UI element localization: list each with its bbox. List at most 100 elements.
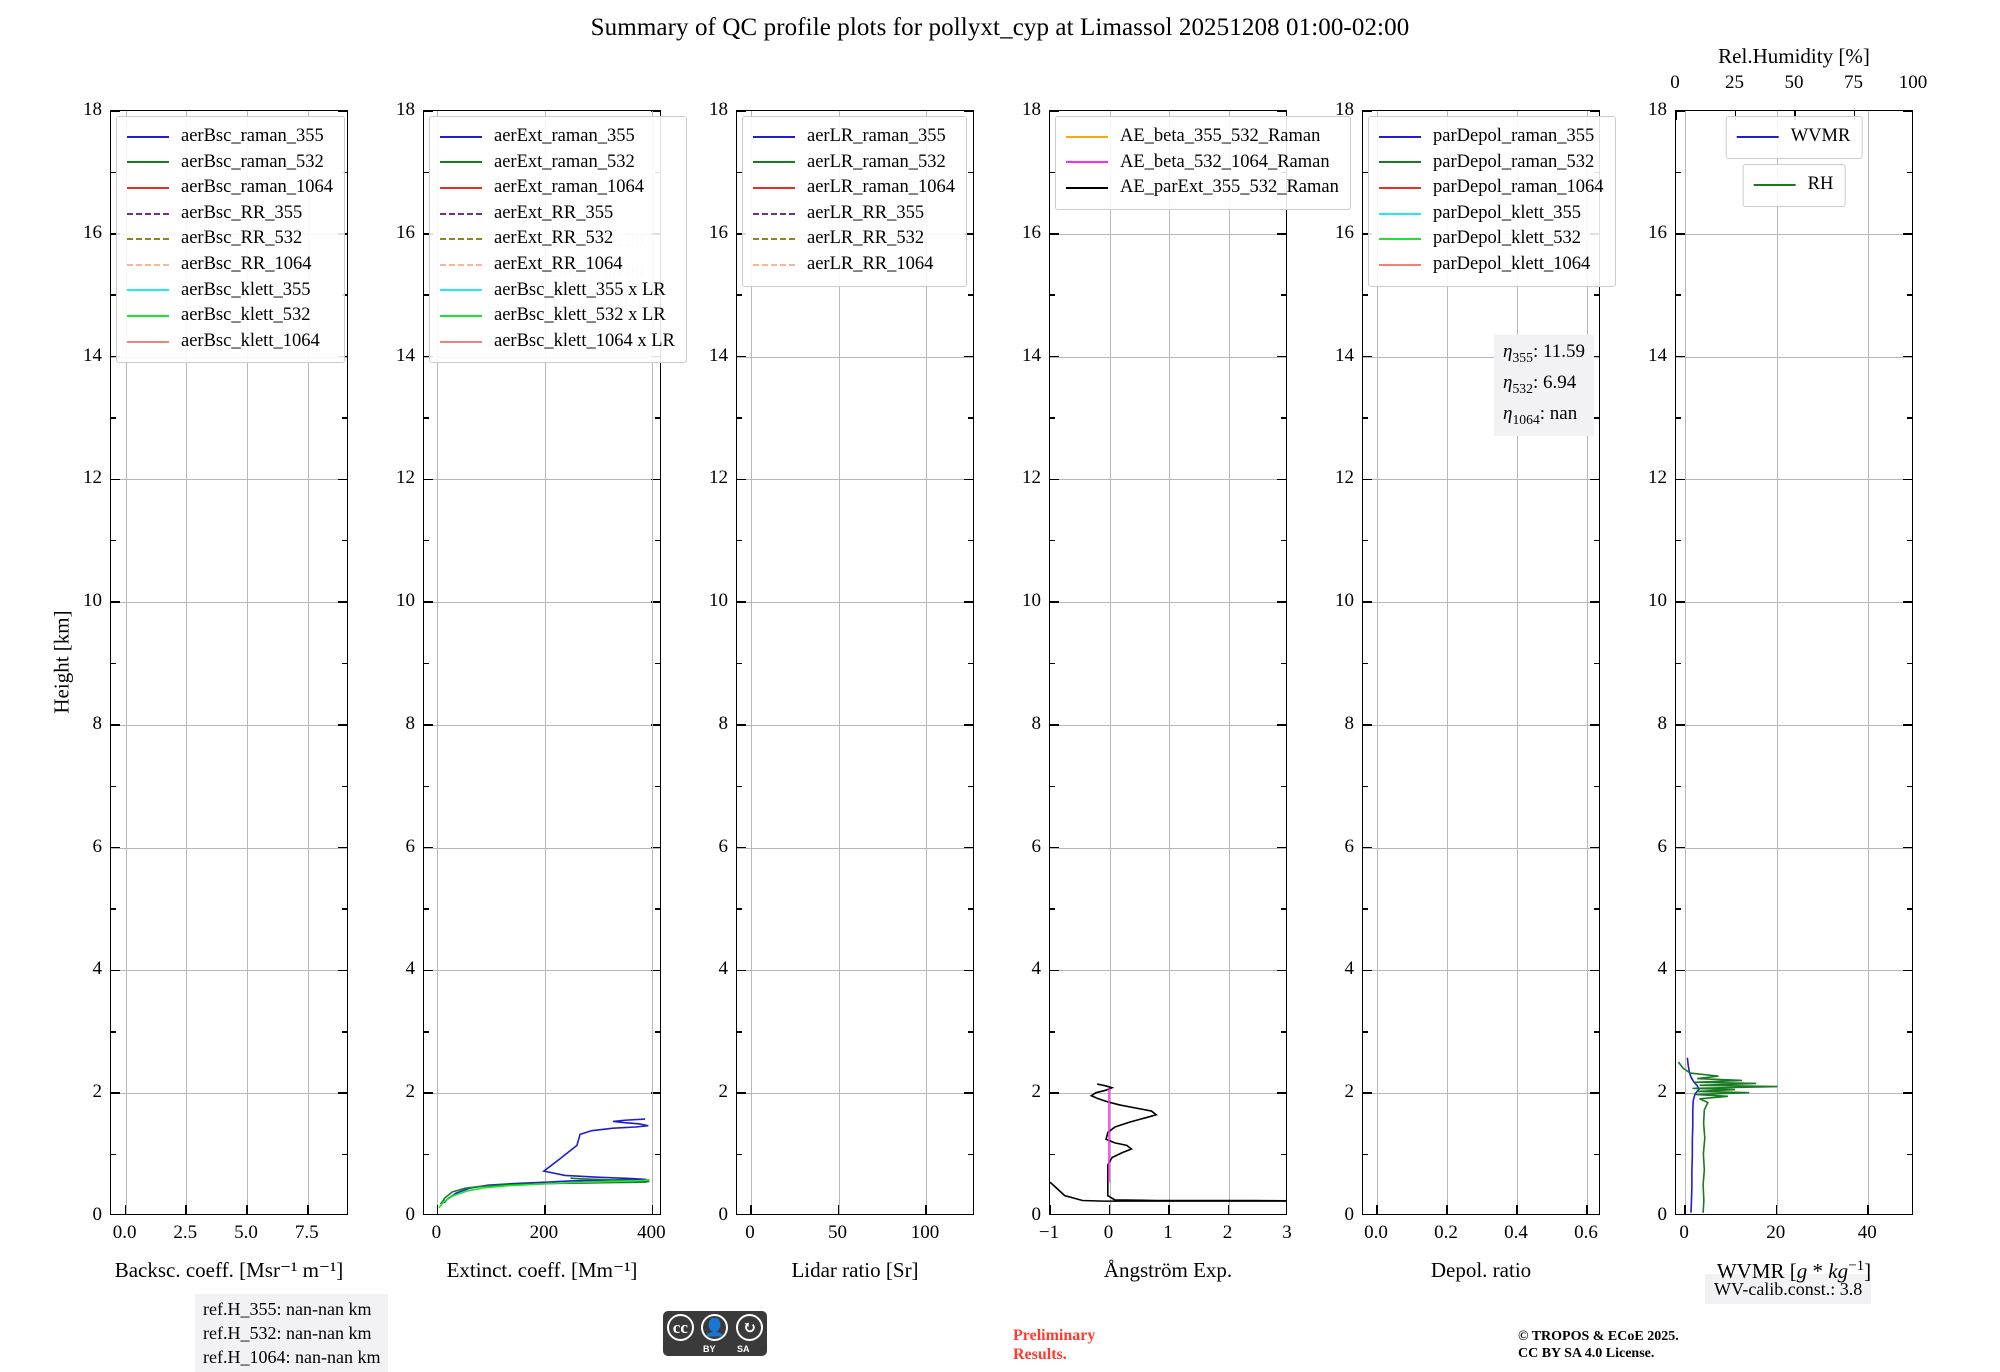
y-tick xyxy=(964,478,973,481)
legend-item[interactable]: parDepol_klett_355 xyxy=(1379,201,1604,227)
y-tick xyxy=(111,1092,120,1095)
legend-item[interactable]: aerBsc_klett_355 xyxy=(127,278,333,304)
legend-item[interactable]: aerLR_RR_532 xyxy=(753,226,955,252)
reference-height-annotation: ref.H_355: nan-nan km ref.H_532: nan-nan… xyxy=(195,1294,389,1372)
legend-item[interactable]: parDepol_klett_1064 xyxy=(1379,252,1604,278)
gridline-vertical xyxy=(307,111,309,1214)
legend-item[interactable]: aerBsc_raman_1064 xyxy=(127,175,333,201)
legend-item[interactable]: aerBsc_klett_355 x LR xyxy=(440,278,675,304)
y-tick xyxy=(1676,969,1685,972)
y-tick-minor xyxy=(968,662,973,665)
y-tick xyxy=(1050,355,1059,358)
x-tick-label: 200 xyxy=(529,1222,559,1243)
legend-item[interactable]: aerBsc_RR_355 xyxy=(127,201,333,227)
y-tick-label: 6 xyxy=(1657,835,1668,857)
y-tick-minor xyxy=(342,662,347,665)
y-tick xyxy=(1903,724,1912,726)
legend-item[interactable]: aerBsc_raman_355 xyxy=(127,124,333,150)
legend-item[interactable]: aerLR_raman_532 xyxy=(753,150,955,176)
y-tick xyxy=(1590,355,1599,358)
y-tick-label: 16 xyxy=(396,221,415,243)
legend-item[interactable]: RH xyxy=(1753,172,1834,198)
legend-color-swatch xyxy=(440,314,482,317)
y-tick xyxy=(1050,846,1059,849)
x-tick-label: 0 xyxy=(431,1222,442,1243)
y-tick-label: 6 xyxy=(405,835,416,857)
x-tick-label: 7.5 xyxy=(294,1222,319,1243)
legend-item[interactable]: aerBsc_raman_532 xyxy=(127,150,333,176)
legend-item[interactable]: AE_parExt_355_532_Raman xyxy=(1066,175,1339,201)
legend-item[interactable]: aerLR_RR_1064 xyxy=(753,252,955,278)
y-tick-minor xyxy=(968,294,973,296)
y-tick xyxy=(1277,478,1286,481)
y-tick-minor xyxy=(1050,1031,1055,1033)
gridline-vertical xyxy=(437,111,439,1214)
legend-item[interactable]: parDepol_raman_355 xyxy=(1379,124,1604,150)
y-tick xyxy=(1903,111,1912,112)
legend-item[interactable]: aerBsc_klett_1064 x LR xyxy=(440,329,675,355)
y-tick xyxy=(424,355,433,358)
gridline-horizontal xyxy=(424,479,660,481)
legend-item[interactable]: aerExt_raman_1064 xyxy=(440,175,675,201)
legend-color-swatch xyxy=(127,289,169,292)
x-tick xyxy=(1168,1205,1170,1214)
y-tick-label: 2 xyxy=(1344,1081,1355,1103)
x-tick-label: 0.0 xyxy=(112,1222,137,1243)
y-tick xyxy=(1363,478,1372,481)
legend-label: RH xyxy=(1807,174,1834,194)
y-tick xyxy=(424,724,433,726)
top-x-tick-label: 75 xyxy=(1844,72,1863,93)
legend-item[interactable]: aerExt_raman_355 xyxy=(440,124,675,150)
y-tick-minor xyxy=(1907,1153,1912,1156)
y-tick xyxy=(1363,355,1372,358)
legend-item[interactable]: aerLR_raman_1064 xyxy=(753,175,955,201)
x-tick-label: 100 xyxy=(910,1222,940,1243)
gridline-vertical xyxy=(1109,111,1111,1214)
x-tick-label: 0 xyxy=(1679,1222,1689,1243)
legend-item[interactable]: parDepol_raman_1064 xyxy=(1379,175,1604,201)
legend-color-swatch xyxy=(753,263,795,266)
y-tick-minor xyxy=(1281,294,1286,296)
legend-item[interactable]: aerExt_raman_532 xyxy=(440,150,675,176)
x-tick-label: 0 xyxy=(745,1222,755,1243)
legend-item[interactable]: aerExt_RR_1064 xyxy=(440,252,675,278)
y-tick-label: 12 xyxy=(1648,467,1667,489)
top-x-tick xyxy=(1676,111,1677,120)
x-tick xyxy=(1376,1205,1378,1214)
legend-label: aerBsc_klett_355 x LR xyxy=(494,279,666,300)
y-tick-label: 4 xyxy=(718,958,729,980)
legend-item[interactable]: parDepol_raman_532 xyxy=(1379,150,1604,176)
y-tick-label: 4 xyxy=(1344,958,1355,980)
legend-item[interactable]: aerBsc_klett_532 x LR xyxy=(440,303,675,329)
y-tick xyxy=(1590,111,1599,112)
legend-item[interactable]: aerBsc_RR_532 xyxy=(127,226,333,252)
y-tick-minor xyxy=(737,1031,742,1033)
legend-item[interactable]: parDepol_klett_532 xyxy=(1379,226,1604,252)
legend-label: AE_beta_532_1064_Raman xyxy=(1120,151,1330,172)
legend-item[interactable]: aerBsc_klett_532 xyxy=(127,303,333,329)
legend-item[interactable]: WVMR xyxy=(1736,124,1850,150)
y-tick-minor xyxy=(968,171,973,174)
y-tick-minor xyxy=(111,540,116,542)
gridline-horizontal xyxy=(1676,356,1912,358)
legend-item[interactable]: aerExt_RR_532 xyxy=(440,226,675,252)
legend-item[interactable]: AE_beta_355_532_Raman xyxy=(1066,124,1339,150)
y-tick-minor xyxy=(111,417,116,419)
y-tick-label: 12 xyxy=(1022,467,1041,489)
legend-color-swatch xyxy=(1753,183,1796,186)
y-tick xyxy=(737,846,746,849)
legend-item[interactable]: aerExt_RR_355 xyxy=(440,201,675,227)
legend-item[interactable]: AE_beta_532_1064_Raman xyxy=(1066,150,1339,176)
legend-item[interactable]: aerBsc_RR_1064 xyxy=(127,252,333,278)
y-tick xyxy=(424,846,433,849)
legend-color-swatch xyxy=(753,161,795,164)
y-tick-minor xyxy=(424,662,429,665)
legend-item[interactable]: aerLR_RR_355 xyxy=(753,201,955,227)
eta-value: η1064: nan xyxy=(1503,402,1578,427)
y-tick-minor xyxy=(737,908,742,910)
legend-item[interactable]: aerBsc_klett_1064 xyxy=(127,329,333,355)
y-tick xyxy=(111,478,120,481)
y-tick-minor xyxy=(1363,171,1368,174)
legend-item[interactable]: aerLR_raman_355 xyxy=(753,124,955,150)
legend-label: aerBsc_klett_532 x LR xyxy=(494,305,666,326)
